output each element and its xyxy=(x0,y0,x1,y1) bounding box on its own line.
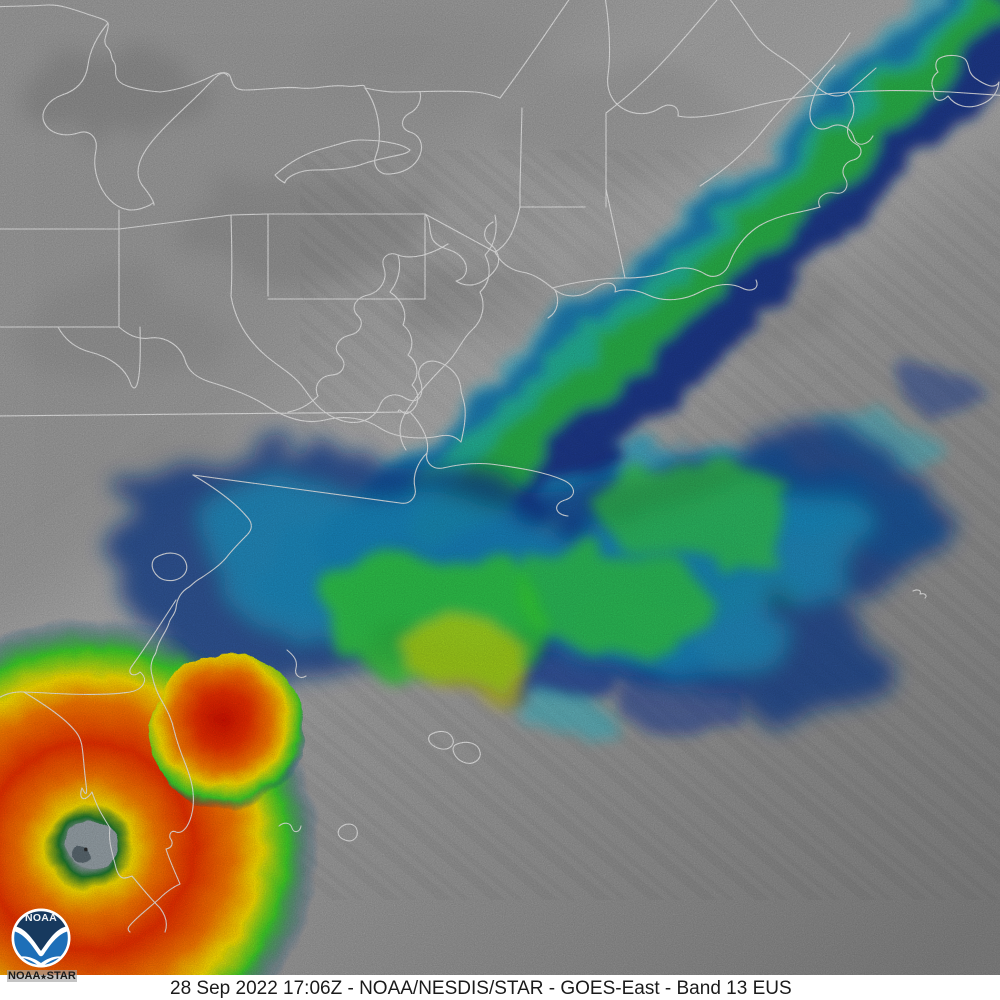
svg-text:NOAA: NOAA xyxy=(25,912,57,924)
